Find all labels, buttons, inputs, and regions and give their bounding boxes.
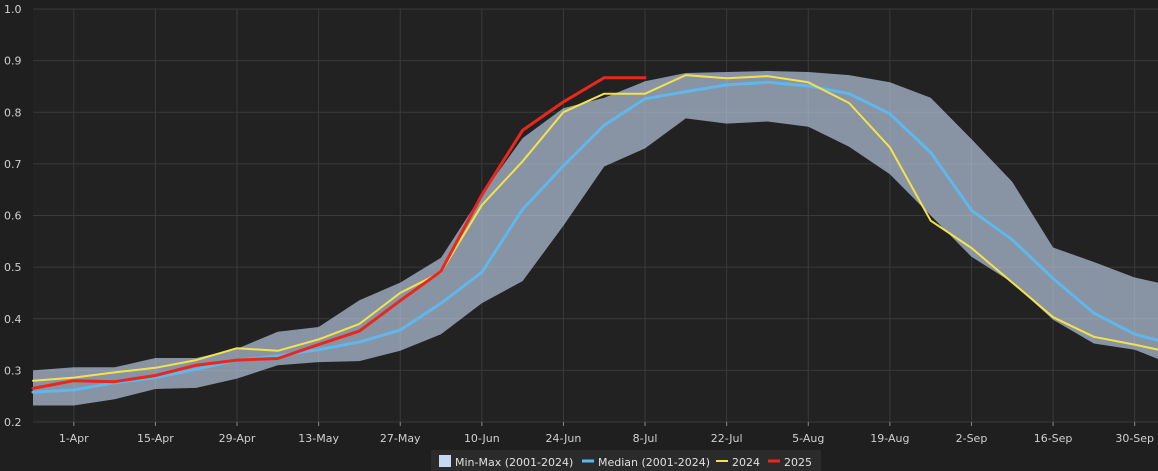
min-max-band — [33, 71, 1158, 406]
x-tick-label: 19-Aug — [870, 432, 909, 445]
x-tick-label: 1-Apr — [59, 432, 89, 445]
x-tick-label: 10-Jun — [464, 432, 500, 445]
x-tick-label: 29-Apr — [219, 432, 256, 445]
legend-background — [431, 450, 821, 471]
y-tick-label: 0.8 — [4, 106, 22, 119]
y-tick-label: 0.9 — [4, 55, 22, 68]
legend-label-median[interactable]: Median (2001-2024) — [598, 456, 710, 469]
line-2024 — [32, 74, 1158, 382]
legend-label-2024[interactable]: 2024 — [732, 456, 760, 469]
x-tick-label: 5-Aug — [792, 432, 824, 445]
line-2025 — [31, 76, 647, 390]
x-tick-label: 27-May — [380, 432, 421, 445]
x-tick-label: 24-Jun — [546, 432, 582, 445]
x-tick-label: 16-Sep — [1034, 432, 1073, 445]
x-axis: 1-Apr 15-Apr 29-Apr 13-May 27-May 10-Jun 24-Ju… — [59, 422, 1154, 445]
y-tick-label: 0.5 — [4, 261, 22, 274]
y-tick-label: 1.0 — [4, 3, 22, 16]
y-tick-label: 0.2 — [4, 416, 22, 429]
x-tick-label: 8-Jul — [633, 432, 658, 445]
min-max-band-area — [33, 71, 1158, 406]
x-tick-label: 15-Apr — [137, 432, 174, 445]
legend-label-band[interactable]: Min-Max (2001-2024) — [455, 456, 573, 469]
series-lines — [31, 74, 1158, 394]
legend-label-2025[interactable]: 2025 — [784, 456, 812, 469]
y-tick-label: 0.7 — [4, 158, 22, 171]
x-tick-label: 2-Sep — [956, 432, 988, 445]
legend-swatch-band[interactable] — [439, 455, 451, 467]
y-tick-label: 0.3 — [4, 364, 22, 377]
x-tick-label: 30-Sep — [1115, 432, 1154, 445]
y-tick-label: 0.4 — [4, 313, 22, 326]
y-axis: 0.2 0.3 0.4 0.5 0.6 0.7 0.8 0.9 1.0 — [4, 3, 22, 429]
legend: Min-Max (2001-2024) Median (2001-2024) 2… — [431, 450, 821, 471]
x-tick-label: 22-Jul — [711, 432, 743, 445]
x-tick-label: 13-May — [298, 432, 339, 445]
y-tick-label: 0.6 — [4, 210, 22, 223]
